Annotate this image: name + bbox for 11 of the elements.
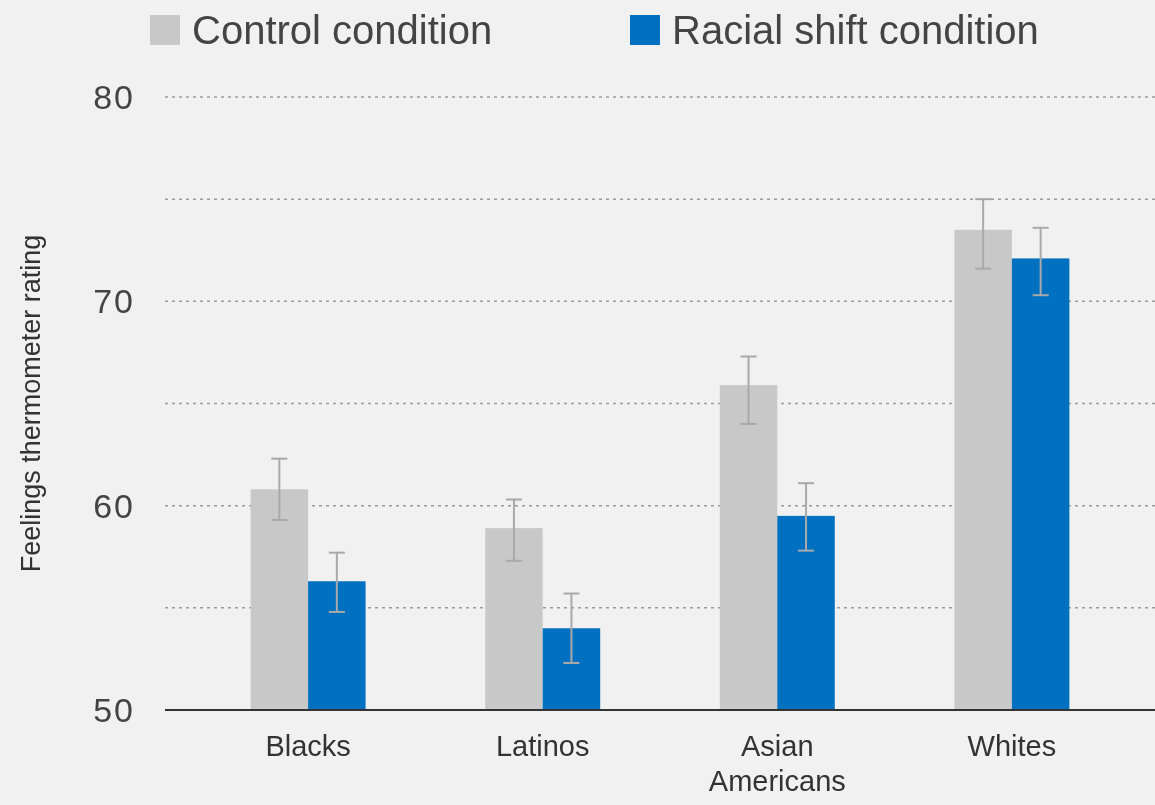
y-tick-label: 70: [93, 282, 135, 321]
y-tick-label: 60: [93, 486, 135, 525]
x-tick-label: Asian Americans: [708, 730, 846, 797]
y-tick-label: 80: [93, 77, 135, 116]
legend-label: Racial shift condition: [672, 8, 1039, 52]
x-tick-label: Blacks: [265, 730, 351, 762]
legend-label: Control condition: [192, 8, 493, 52]
y-tick-label: 50: [93, 690, 135, 729]
x-tick-label: Latinos: [495, 730, 590, 762]
y-axis-title: Feelings thermometer rating: [16, 234, 46, 573]
x-tick-label: Whites: [967, 730, 1057, 762]
